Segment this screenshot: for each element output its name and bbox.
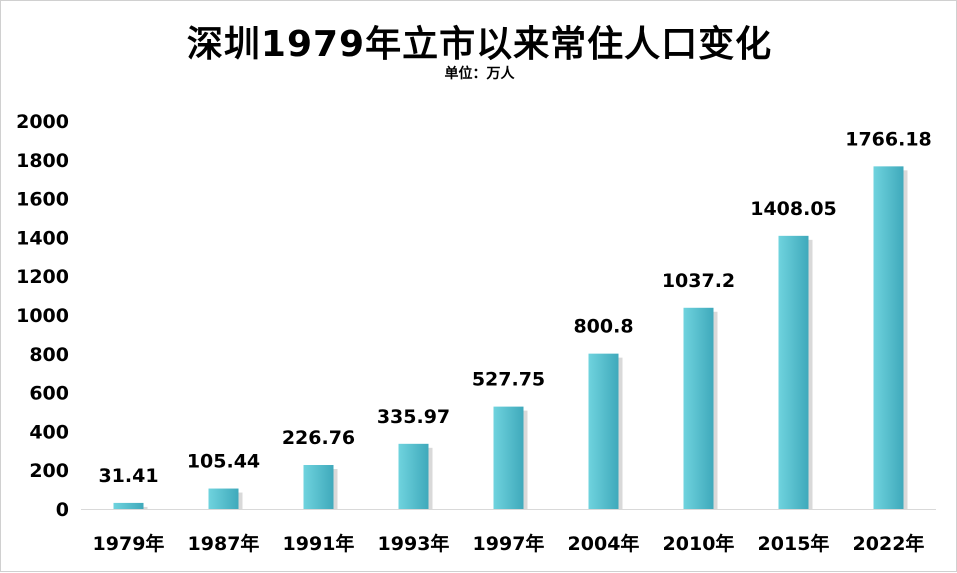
bar [398,443,429,509]
x-tick-label: 2022年 [853,532,925,555]
y-tick-label: 1200 [16,266,69,288]
bar [208,488,239,509]
data-label: 1408.05 [750,198,837,220]
chart-title: 深圳1979年立市以来常住人口变化 [186,24,773,65]
data-label: 527.75 [472,369,545,391]
bar [588,353,619,509]
bar [778,235,809,509]
y-tick-label: 2000 [16,111,69,133]
data-labels-group: 31.41 105.44 226.76 335.97 527.75 800.8 1037.2… [98,128,931,487]
bar [873,166,904,509]
y-tick-label: 1400 [16,227,69,249]
bar [683,307,714,509]
x-tick-label: 1991年 [283,532,355,555]
x-tick-label: 1997年 [473,532,545,555]
data-label: 1037.2 [662,270,735,292]
y-tick-label: 800 [29,344,69,366]
y-tick-label: 1000 [16,305,69,327]
y-tick-label: 1600 [16,189,69,211]
x-tick-label: 2010年 [663,532,735,555]
y-tick-label: 200 [29,460,69,482]
data-label: 335.97 [377,406,450,428]
y-tick-label: 0 [56,499,69,521]
bar [113,502,144,509]
x-tick-label: 1993年 [378,532,450,555]
x-tick-label: 2015年 [758,532,830,555]
x-tick-label: 1987年 [188,532,260,555]
data-label: 226.76 [282,427,355,449]
data-label: 31.41 [98,465,158,487]
data-label: 800.8 [573,316,633,338]
x-tick-label: 2004年 [568,532,640,555]
data-label: 1766.18 [845,128,932,150]
y-tick-label: 600 [29,383,69,405]
y-axis: 0 200 400 600 800 1000 1200 1400 1600 1800 2000 [16,111,69,521]
data-label: 105.44 [187,451,260,473]
y-tick-label: 1800 [16,150,69,172]
x-axis: 1979年 1987年 1991年 1993年 1997年 2004年 2010年 2015年… [81,509,936,555]
bar [303,465,334,509]
bars-group [113,166,908,509]
bar [493,406,524,509]
y-tick-label: 400 [29,421,69,443]
chart-subtitle: 单位：万人 [444,66,515,82]
x-tick-label: 1979年 [93,532,165,555]
